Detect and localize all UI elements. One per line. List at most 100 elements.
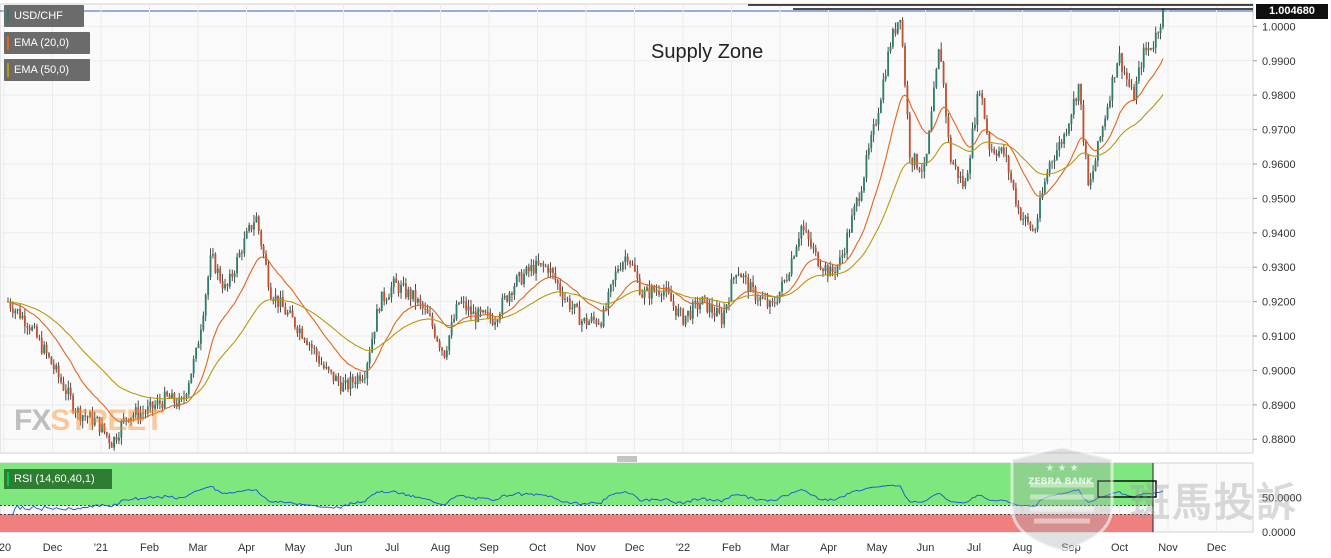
candle-body: [84, 415, 87, 417]
candle-body: [1031, 228, 1034, 231]
candle-body: [243, 238, 246, 254]
candle-body: [612, 280, 615, 285]
candle-body: [409, 289, 412, 300]
ema50-line: [7, 94, 1164, 400]
candle-body: [486, 312, 489, 314]
time-axis: '20 Dec '21 Feb Mar Apr May Jun Jul Aug Sep Oct Nov D…: [0, 542, 1227, 554]
candle-body: [127, 418, 130, 422]
time-tick-label: Aug: [1013, 542, 1033, 554]
candle-body: [371, 338, 374, 353]
time-tick-label: Feb: [722, 542, 741, 554]
candle-body: [296, 327, 299, 334]
candle-body: [602, 309, 605, 327]
candle-body: [115, 437, 118, 441]
candle-body: [503, 295, 506, 298]
candle-body: [877, 112, 880, 125]
candle-body: [1082, 104, 1085, 142]
candle-body: [836, 265, 839, 274]
candle-body: [896, 22, 899, 34]
candle-body: [151, 401, 154, 409]
candle-body: [715, 308, 718, 317]
candle-body: [1060, 141, 1063, 144]
candle-body: [537, 260, 540, 265]
ema20-line: [7, 58, 1164, 423]
candle-body: [689, 310, 692, 319]
time-tick-label: '20: [0, 542, 11, 554]
candle-body: [1070, 114, 1073, 125]
candle-body: [744, 275, 747, 278]
candle-body: [57, 365, 60, 378]
candle-body: [713, 312, 716, 317]
candle-body: [105, 432, 108, 436]
supply-zone-annotation: Supply Zone: [651, 41, 764, 63]
candle-body: [609, 284, 612, 292]
price-tick-label: 0.8800: [1262, 434, 1296, 446]
candle-body: [800, 226, 803, 239]
candle-body: [870, 134, 873, 149]
legend-ema20[interactable]: EMA (20,0): [4, 32, 90, 54]
candle-body: [301, 328, 304, 339]
candle-body: [527, 266, 530, 272]
price-tick-label: 0.9600: [1262, 159, 1296, 171]
candle-body: [1123, 71, 1126, 73]
candle-body: [441, 347, 443, 351]
candle-body: [1150, 47, 1152, 50]
candle-body: [600, 323, 603, 327]
candle-body: [795, 246, 798, 257]
candle-body: [14, 310, 17, 314]
candle-body: [1157, 32, 1160, 34]
candle-body: [834, 271, 836, 274]
candle-body: [597, 323, 600, 325]
candle-body: [67, 387, 70, 394]
candle-body: [1022, 218, 1025, 220]
price-tick-label: 0.9800: [1262, 90, 1296, 102]
candle-body: [122, 417, 125, 422]
candle-body: [969, 158, 972, 174]
legend-ema50[interactable]: EMA (50,0): [4, 59, 90, 81]
candle-body: [1080, 83, 1082, 105]
last-price-badge: 1.004680: [1256, 4, 1328, 19]
candle-body: [824, 265, 827, 272]
candle-body: [64, 389, 67, 394]
candle-body: [197, 343, 200, 349]
candle-body: [149, 401, 152, 407]
candle-body: [773, 302, 776, 304]
candle-body: [45, 344, 48, 354]
candle-body: [561, 292, 564, 300]
candle-body: [636, 271, 639, 279]
candle-body: [971, 128, 974, 159]
candle-body: [395, 278, 398, 283]
candle-body: [819, 265, 822, 270]
candle-body: [1142, 47, 1145, 69]
time-tick-label: '21: [94, 542, 108, 554]
time-tick-label: Sep: [479, 542, 499, 554]
legend-pair[interactable]: USD/CHF: [4, 5, 84, 27]
time-tick-label: Dec: [625, 542, 645, 554]
candle-body: [192, 358, 195, 374]
legend-rsi[interactable]: RSI (14,60,40,1): [4, 469, 112, 489]
time-tick-label: Jun: [917, 542, 935, 554]
candle-body: [865, 155, 868, 178]
time-tick-label: Jul: [967, 542, 981, 554]
candle-body: [482, 310, 484, 313]
candle-body: [417, 298, 419, 303]
candle-body: [462, 301, 465, 303]
price-tick-label: 1.0000: [1262, 21, 1296, 33]
candle-body: [320, 363, 323, 365]
time-tick-label: Feb: [140, 542, 159, 554]
candle-body: [1094, 160, 1097, 172]
candle-body: [889, 46, 892, 52]
rsi-tick-label: 50.0000: [1262, 493, 1302, 505]
candle-body: [978, 93, 981, 95]
candle-body: [679, 308, 682, 310]
candle-body: [310, 344, 313, 348]
candle-body: [253, 222, 255, 230]
panel-resize-handle-icon[interactable]: [617, 456, 637, 462]
candle-body: [935, 69, 938, 88]
candle-body: [949, 137, 952, 163]
candle-body: [858, 198, 861, 201]
candle-body: [730, 279, 733, 302]
candle-body: [429, 313, 431, 316]
candle-body: [363, 378, 366, 379]
candle-body: [354, 382, 357, 384]
